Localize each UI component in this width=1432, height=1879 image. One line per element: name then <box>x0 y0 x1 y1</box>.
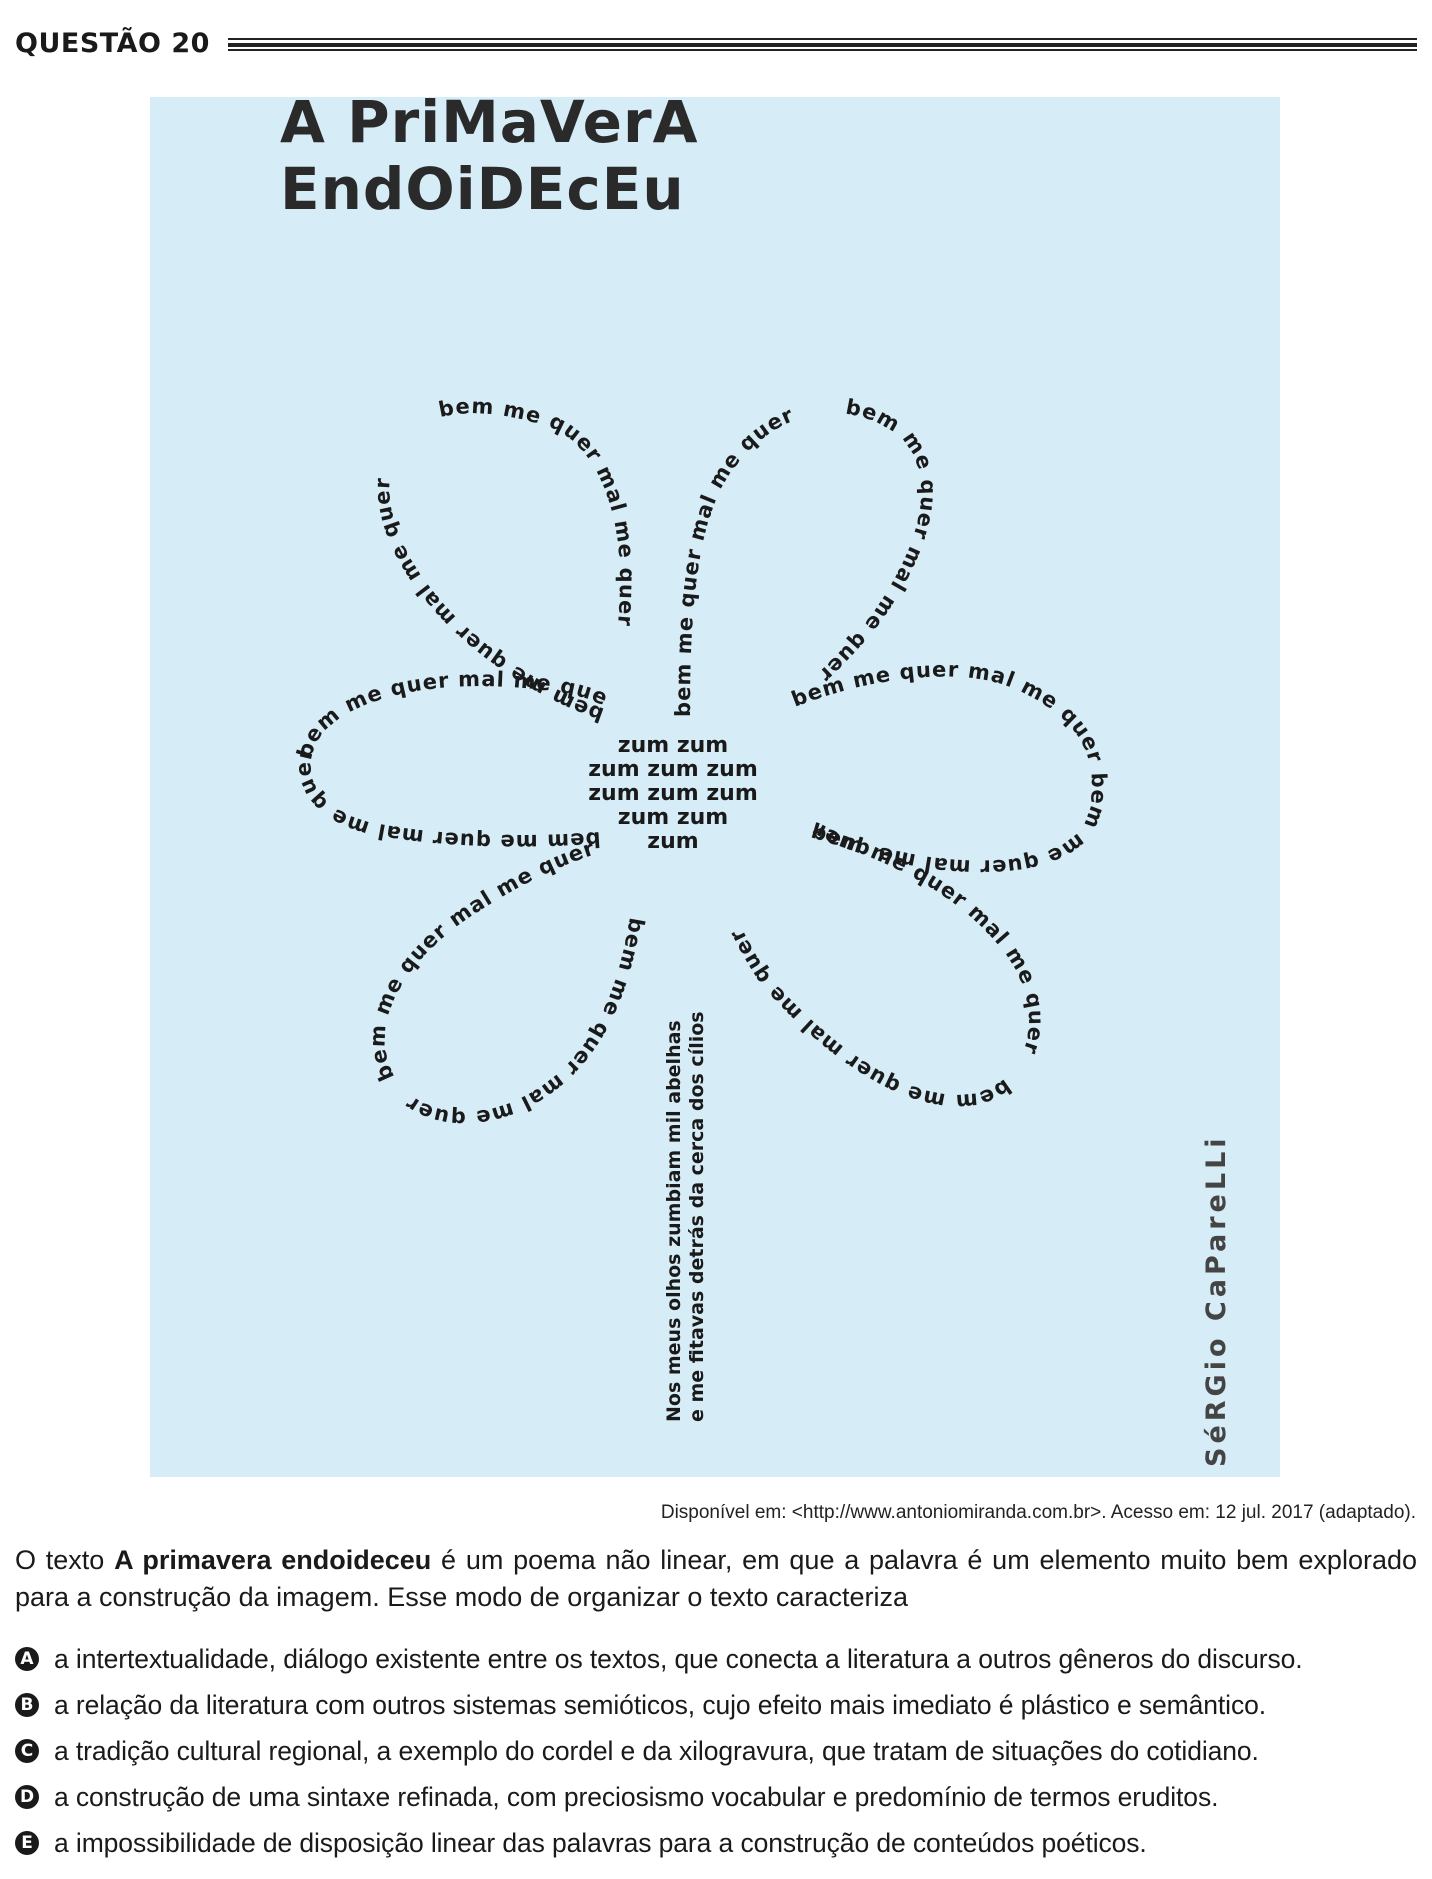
answer-options: A a intertextualidade, diálogo existente… <box>15 1636 1425 1866</box>
poem-title-line2: EndOiDEcEu <box>280 155 685 223</box>
question-stem: O texto A primavera endoideceu é um poem… <box>15 1542 1417 1616</box>
center-line-2: zum zum zum <box>588 757 758 782</box>
option-e-text: a impossibilidade de disposição linear d… <box>54 1827 1147 1858</box>
stem-bold-title: A primavera endoideceu <box>114 1545 432 1575</box>
option-c[interactable]: C a tradição cultural regional, a exempl… <box>15 1728 1425 1774</box>
option-d-text: a construção de uma sintaxe refinada, co… <box>54 1781 1219 1812</box>
center-line-5: zum <box>647 829 698 854</box>
stem-line-2: e me fitavas detrás da cerca dos cílios <box>686 1011 708 1422</box>
stem-text-2: é um poema não linear, em que a palavra … <box>15 1545 1418 1612</box>
option-c-text: a tradição cultural regional, a exemplo … <box>54 1735 1259 1766</box>
petal-6: bem me quer mal me quer <box>291 745 601 854</box>
poem-title-line1: A PriMaVerA <box>280 97 698 156</box>
petal-5b: bem me quer mal me quer <box>365 836 598 1085</box>
petal-2b: bem me quer mal me quer <box>814 395 941 688</box>
option-e-badge: E <box>15 1831 39 1855</box>
option-e[interactable]: E a impossibilidade de disposição linear… <box>15 1820 1425 1866</box>
option-b-text: a relação da literatura com outros siste… <box>54 1689 1266 1720</box>
petal-3b: bem me quer mal me quer <box>808 772 1111 879</box>
option-b[interactable]: B a relação da literatura com outros sis… <box>15 1682 1425 1728</box>
stem-text-1: O texto <box>15 1545 115 1575</box>
source-citation: Disponível em: <http://www.antoniomirand… <box>660 1502 1416 1523</box>
option-c-badge: C <box>15 1739 39 1763</box>
header-rule <box>227 37 1417 51</box>
petal-1b: bem me quer mal me quer <box>437 394 640 628</box>
stem-line-1: Nos meus olhos zumbiam mil abelhas <box>663 1020 685 1422</box>
center-line-1: zum zum <box>618 733 728 758</box>
question-label: QUESTÃO 20 <box>15 28 210 59</box>
center-line-3: zum zum zum <box>588 781 758 806</box>
option-a-text: a intertextualidade, diálogo existente e… <box>54 1643 1303 1674</box>
option-d[interactable]: D a construção de uma sintaxe refinada, … <box>15 1774 1425 1820</box>
petal-4b: bem me quer mal me quer <box>724 925 1015 1114</box>
option-a[interactable]: A a intertextualidade, diálogo existente… <box>15 1636 1425 1682</box>
petal-3: bem me quer mal me quer <box>788 658 1108 766</box>
center-line-4: zum zum <box>618 805 728 830</box>
option-d-badge: D <box>15 1785 39 1809</box>
poem-image: A PriMaVerA EndOiDEcEu bem me quer mal m… <box>150 97 1280 1477</box>
petal-2: bem me quer mal me quer <box>671 402 797 717</box>
question-header: QUESTÃO 20 <box>15 28 1417 59</box>
option-a-badge: A <box>15 1647 39 1671</box>
poem-author: SéRGio CaPareLLi <box>1201 1134 1232 1467</box>
option-b-badge: B <box>15 1693 39 1717</box>
